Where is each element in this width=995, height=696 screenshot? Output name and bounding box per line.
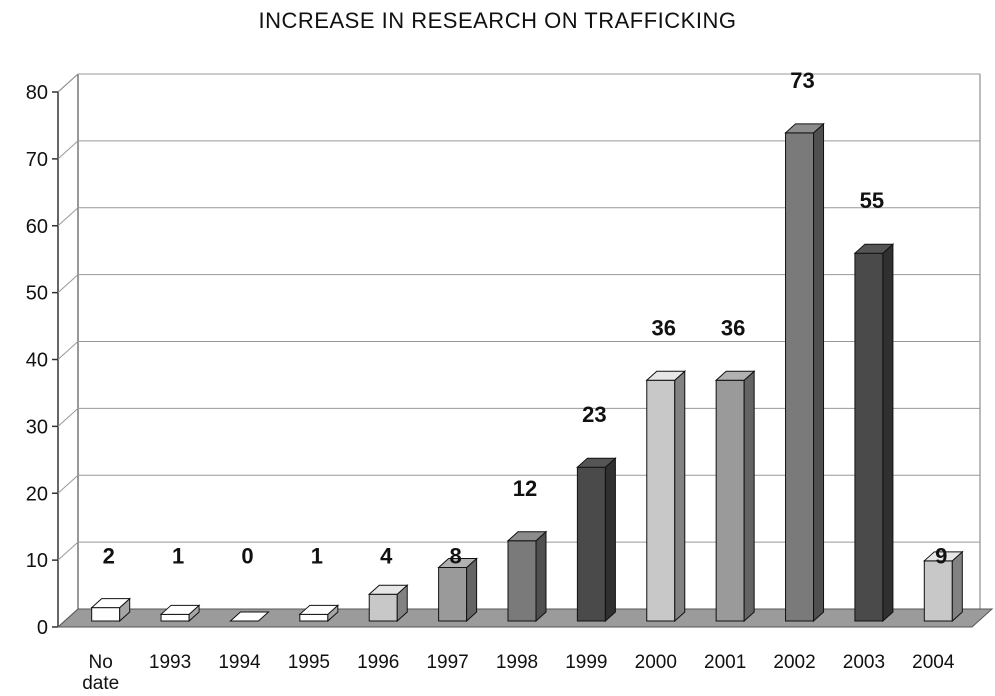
bar-side bbox=[743, 370, 755, 623]
bar bbox=[576, 457, 617, 623]
bar bbox=[923, 550, 964, 623]
x-tick-label: 1998 bbox=[496, 652, 538, 673]
bar-side bbox=[535, 530, 547, 623]
bar-top bbox=[506, 531, 548, 542]
bar-front bbox=[923, 560, 953, 622]
bar bbox=[159, 604, 201, 623]
x-tick-label: 1997 bbox=[426, 652, 468, 673]
y-tick-label: 10 bbox=[26, 550, 48, 572]
bar bbox=[90, 597, 131, 623]
x-tick-label: No date bbox=[82, 652, 119, 694]
grid-lines bbox=[57, 73, 980, 628]
bar-top bbox=[229, 611, 270, 622]
bar-side bbox=[813, 122, 825, 623]
bar-top bbox=[159, 604, 201, 615]
bar bbox=[853, 243, 895, 623]
data-label: 1 bbox=[311, 544, 323, 569]
y-tick-label: 30 bbox=[26, 416, 48, 438]
bar bbox=[506, 530, 548, 623]
bar-side bbox=[466, 557, 478, 623]
bar-front bbox=[507, 540, 537, 622]
x-tick-label-line: No bbox=[89, 652, 113, 673]
data-label: 55 bbox=[860, 188, 884, 213]
grid-line-side bbox=[57, 541, 79, 561]
grid-line-side bbox=[57, 207, 79, 227]
x-axis-labels: No date 1993 1994 1995 1996 1997 1998 1999 2000 20… bbox=[82, 652, 955, 694]
bar-side bbox=[674, 370, 686, 623]
y-tick-label: 70 bbox=[26, 149, 48, 171]
data-label: 4 bbox=[380, 544, 393, 569]
data-label: 36 bbox=[652, 315, 676, 340]
bar-front bbox=[854, 252, 884, 622]
bar-top bbox=[714, 370, 756, 381]
data-label: 36 bbox=[721, 315, 745, 340]
data-label: 9 bbox=[935, 544, 947, 569]
bar-front bbox=[576, 466, 606, 622]
data-label: 1 bbox=[172, 544, 184, 569]
x-tick-label: 2003 bbox=[843, 652, 885, 673]
x-tick-label: 1996 bbox=[357, 652, 399, 673]
bar-top bbox=[576, 457, 617, 468]
bar-top bbox=[437, 558, 478, 568]
x-tick-label: 1995 bbox=[288, 652, 330, 673]
bar bbox=[714, 370, 756, 623]
y-tick-label: 0 bbox=[37, 617, 48, 639]
grid-line-side bbox=[57, 341, 79, 360]
bars bbox=[90, 122, 964, 623]
x-tick-label: 2000 bbox=[635, 652, 677, 673]
bar bbox=[298, 604, 340, 623]
x-tick-label: 2001 bbox=[704, 652, 746, 673]
bar-front bbox=[715, 379, 745, 622]
x-tick-label: 2002 bbox=[773, 652, 815, 673]
bar-side bbox=[604, 457, 616, 623]
bar-top bbox=[853, 243, 895, 254]
y-tick-label: 50 bbox=[26, 283, 48, 305]
bar-top bbox=[645, 370, 687, 381]
bar bbox=[784, 122, 825, 623]
bar-side bbox=[882, 243, 894, 623]
data-label: 0 bbox=[241, 544, 253, 569]
x-tick-label-line: date bbox=[82, 673, 119, 694]
data-label: 12 bbox=[513, 476, 537, 501]
bar-front bbox=[646, 379, 676, 622]
y-tick-label: 80 bbox=[26, 82, 48, 104]
bar-front bbox=[91, 607, 121, 622]
data-label: 23 bbox=[582, 402, 606, 427]
grid-line-side bbox=[57, 140, 79, 160]
bar-front bbox=[299, 613, 329, 622]
bar-top bbox=[784, 123, 825, 134]
chart-title: INCREASE IN RESEARCH ON TRAFFICKING bbox=[258, 8, 737, 33]
x-tick-label: 1999 bbox=[565, 652, 607, 673]
bar-top bbox=[298, 604, 340, 615]
bar-top bbox=[367, 584, 409, 595]
bar-front bbox=[785, 132, 815, 622]
x-tick-label: 1993 bbox=[149, 652, 191, 673]
data-label: 2 bbox=[103, 544, 115, 569]
bar bbox=[367, 584, 409, 623]
y-axis: 0 10 20 30 40 50 60 70 80 bbox=[26, 82, 58, 639]
data-labels: 2 1 0 1 4 8 12 23 36 36 73 55 9 bbox=[103, 68, 948, 569]
bar-top bbox=[923, 551, 964, 562]
y-tick-label: 40 bbox=[26, 350, 48, 372]
grid-line-side bbox=[57, 73, 79, 93]
bar bbox=[229, 611, 270, 622]
y-tick-label: 60 bbox=[26, 216, 48, 238]
bar-front bbox=[160, 613, 190, 622]
bar-front bbox=[368, 593, 398, 622]
grid-line-side bbox=[57, 408, 79, 427]
y-tick-label: 20 bbox=[26, 483, 48, 505]
bar-side bbox=[951, 550, 963, 623]
bar bbox=[437, 557, 478, 623]
bar-top bbox=[90, 598, 131, 609]
grid-line-side bbox=[57, 274, 79, 293]
x-tick-label: 1994 bbox=[218, 652, 261, 673]
bar bbox=[645, 370, 687, 623]
data-label: 8 bbox=[449, 544, 461, 569]
data-label: 73 bbox=[790, 68, 814, 93]
x-tick-label: 2004 bbox=[912, 652, 955, 673]
grid-line-side bbox=[57, 474, 79, 494]
bar-front bbox=[438, 567, 468, 622]
